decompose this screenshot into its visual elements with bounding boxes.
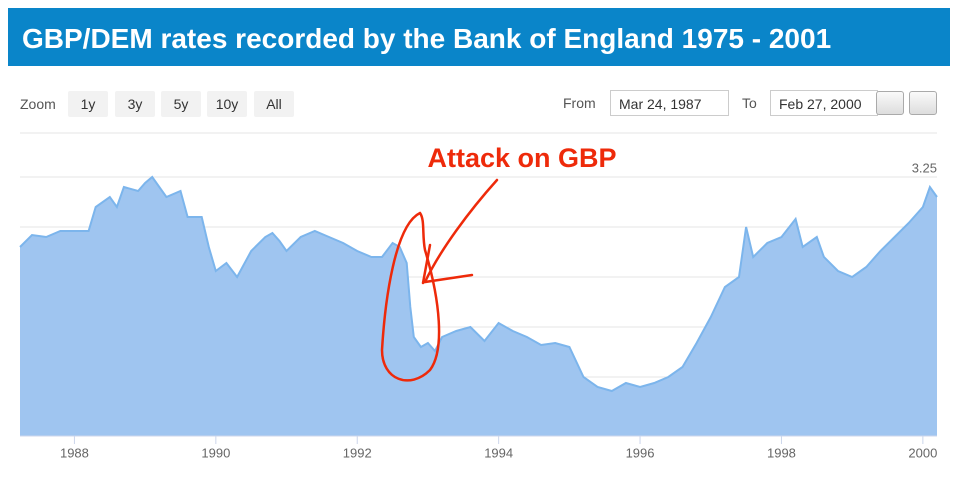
- arrow-scribble: [421, 243, 432, 285]
- x-tick-label: 1990: [201, 445, 230, 460]
- area-fill: [20, 177, 937, 436]
- header: GBP/DEM rates recorded by the Bank of En…: [8, 8, 950, 66]
- y-tick-label: 3.25: [912, 160, 937, 175]
- x-tick-label: 1998: [767, 445, 796, 460]
- x-tick-label: 1992: [343, 445, 372, 460]
- from-input[interactable]: Mar 24, 1987: [610, 90, 729, 116]
- annotation: Attack on GBP: [427, 143, 616, 173]
- series-line: [19, 175, 938, 393]
- from-label: From: [563, 95, 596, 111]
- zoom-button[interactable]: All: [254, 91, 294, 117]
- x-tick-label: 1988: [60, 445, 89, 460]
- zoom-button[interactable]: 5y: [161, 91, 201, 117]
- plot: 22.252.52.7533.2519881990199219941996199…: [19, 160, 938, 460]
- circle-scribble: [380, 211, 441, 382]
- x-tick-label: 1994: [484, 445, 513, 460]
- chart-title: GBP/DEM rates recorded by the Bank of En…: [22, 23, 832, 54]
- zoom-label: Zoom: [20, 96, 56, 112]
- x-tick-label: 2000: [908, 445, 937, 460]
- zoom-button[interactable]: 1y: [68, 91, 108, 117]
- download-button[interactable]: [909, 91, 937, 115]
- print-button[interactable]: [876, 91, 904, 115]
- arrow-scribble: [422, 178, 499, 284]
- hand-drawing: [380, 178, 499, 382]
- to-label: To: [742, 95, 757, 111]
- zoom-button[interactable]: 10y: [207, 91, 247, 117]
- x-tick-label: 1996: [626, 445, 655, 460]
- zoom-button[interactable]: 3y: [115, 91, 155, 117]
